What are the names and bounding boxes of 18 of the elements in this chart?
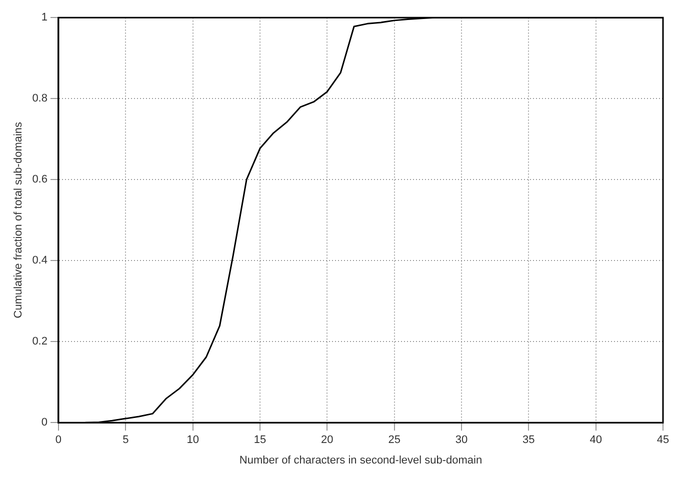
y-tick-label: 0.4 — [32, 254, 48, 267]
y-tick-label: 1 — [41, 12, 48, 24]
y-tick-label: 0.2 — [32, 336, 48, 348]
y-tick-label: 0 — [41, 416, 48, 429]
x-tick-label: 10 — [186, 434, 199, 446]
x-tick-label: 5 — [122, 434, 129, 446]
y-axis-title: Cumulative fraction of total sub-domains — [12, 121, 25, 318]
x-tick-label: 40 — [590, 434, 602, 446]
x-tick-label: 35 — [522, 434, 535, 446]
y-tick-label: 0.6 — [32, 174, 48, 186]
x-tick-label: 30 — [455, 434, 468, 446]
x-tick-label: 15 — [254, 434, 266, 446]
x-tick-label: 25 — [388, 434, 400, 446]
x-tick-label: 45 — [656, 434, 670, 446]
x-tick-label: 20 — [321, 434, 334, 446]
y-tick-label: 0.8 — [32, 92, 48, 105]
x-axis-title: Number of characters in second-level sub-domain — [239, 454, 482, 466]
x-tick-label: 0 — [55, 434, 62, 446]
